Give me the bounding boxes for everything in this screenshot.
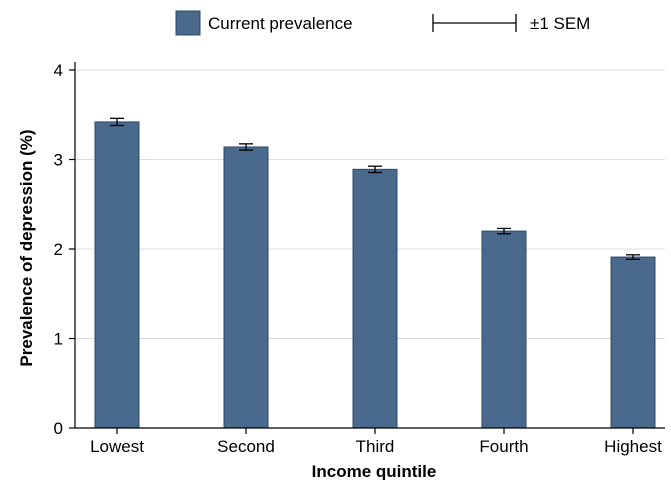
bars xyxy=(94,121,656,429)
bar-third xyxy=(352,168,398,429)
bar-highest xyxy=(610,256,656,429)
y-tick-label-1: 1 xyxy=(54,330,63,349)
error-bars xyxy=(110,117,640,260)
x-tick-label-fourth: Fourth xyxy=(479,437,528,456)
y-tick-label-3: 3 xyxy=(54,151,63,170)
x-tick-label-third: Third xyxy=(356,437,395,456)
legend-errorbar-symbol xyxy=(432,14,517,32)
bar-fourth xyxy=(481,230,527,429)
x-axis-title: Income quintile xyxy=(312,462,437,480)
error-bar-third xyxy=(368,165,382,174)
x-tick-label-highest: Highest xyxy=(604,437,662,456)
x-tick-label-second: Second xyxy=(217,437,275,456)
error-bar-highest xyxy=(626,254,640,260)
error-bar-second xyxy=(239,143,253,151)
y-axis-title: Prevalence of depression (%) xyxy=(17,129,36,366)
bar-lowest xyxy=(94,121,140,429)
x-axis-ticks: Lowest Second Third Fourth Highest xyxy=(90,428,662,456)
x-tick-label-lowest: Lowest xyxy=(90,437,144,456)
error-bar-lowest xyxy=(110,117,124,127)
bar-second xyxy=(223,146,269,429)
error-bar-fourth xyxy=(497,227,511,235)
y-axis-ticks: 0 1 2 3 4 xyxy=(54,61,75,438)
y-tick-label-4: 4 xyxy=(54,61,63,80)
y-tick-label-2: 2 xyxy=(54,240,63,259)
legend: Current prevalence ±1 SEM xyxy=(175,10,590,36)
legend-label-current-prevalence: Current prevalence xyxy=(208,14,353,33)
legend-label-sem: ±1 SEM xyxy=(530,14,590,33)
legend-swatch-current-prevalence xyxy=(175,10,201,36)
y-tick-label-0: 0 xyxy=(54,419,63,438)
